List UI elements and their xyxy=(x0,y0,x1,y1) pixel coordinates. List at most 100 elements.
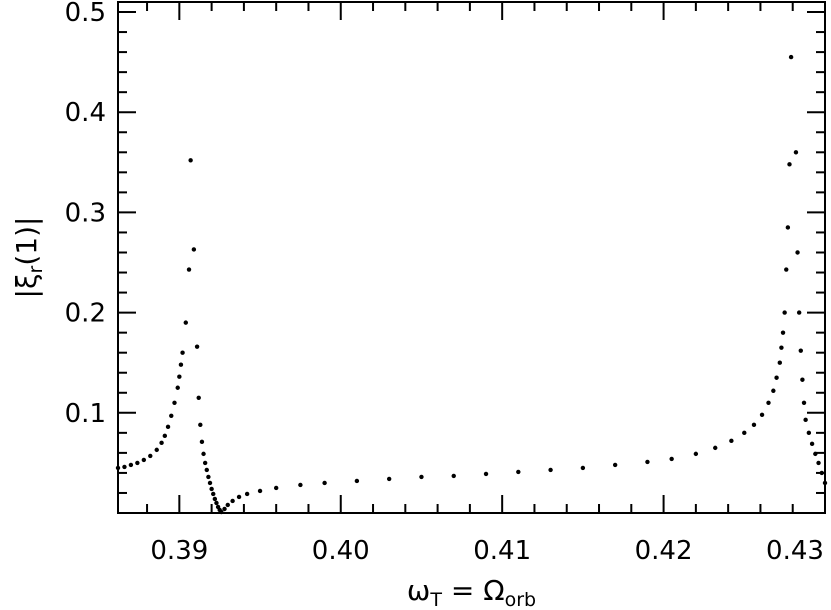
x-axis-label-omega: ω xyxy=(407,574,430,607)
data-point xyxy=(516,469,521,475)
data-point xyxy=(779,345,784,350)
data-point xyxy=(175,385,180,390)
data-point xyxy=(798,348,803,353)
data-point xyxy=(159,440,164,446)
x-tick-label: 0.42 xyxy=(635,536,693,566)
data-point xyxy=(186,267,192,272)
y-tick-label: 0.4 xyxy=(65,98,106,128)
data-point xyxy=(796,310,802,315)
data-point xyxy=(806,430,812,436)
data-point xyxy=(386,476,392,482)
data-point xyxy=(742,430,747,436)
data-point xyxy=(273,485,279,491)
data-point xyxy=(194,344,200,349)
data-point xyxy=(669,456,674,462)
data-point xyxy=(419,474,424,480)
data-point xyxy=(188,158,193,163)
data-point xyxy=(199,439,205,445)
data-point xyxy=(196,395,201,400)
x-tick-label: 0.40 xyxy=(312,536,370,566)
data-point xyxy=(222,506,227,512)
data-point xyxy=(322,480,327,486)
data-point xyxy=(180,350,185,355)
data-point xyxy=(766,400,771,405)
data-point xyxy=(198,422,203,428)
data-point xyxy=(713,445,718,451)
y-tick-label: 0.5 xyxy=(65,0,106,28)
data-point xyxy=(809,441,815,447)
data-point xyxy=(354,478,360,484)
axis-ticks xyxy=(118,2,826,513)
x-tick-label: 0.41 xyxy=(473,536,531,566)
y-tick-labels: 0.1 0.2 0.3 0.4 0.5 xyxy=(65,0,106,429)
data-point xyxy=(298,482,303,488)
data-point xyxy=(800,377,805,382)
data-point xyxy=(803,417,808,423)
data-point xyxy=(209,486,214,492)
data-point xyxy=(774,375,779,380)
data-point xyxy=(165,424,171,430)
data-point xyxy=(788,54,794,60)
data-point xyxy=(751,422,757,428)
y-axis-label-arg: (1)| xyxy=(10,217,43,266)
data-point xyxy=(204,467,209,473)
data-point xyxy=(230,498,235,504)
y-tick-label: 0.3 xyxy=(65,198,106,228)
data-point xyxy=(141,457,147,463)
data-point xyxy=(154,447,159,453)
x-axis-label-big-omega: Ω xyxy=(483,574,504,607)
data-point xyxy=(793,150,799,155)
data-point xyxy=(178,362,184,367)
data-point xyxy=(225,502,230,508)
data-point xyxy=(645,459,650,465)
data-point xyxy=(785,225,791,230)
data-point xyxy=(548,467,553,473)
data-point xyxy=(212,496,218,502)
x-tick-label: 0.39 xyxy=(150,536,208,566)
y-axis-label-xi: |ξ xyxy=(10,273,43,298)
data-point xyxy=(128,462,134,468)
y-axis-label-sub-r: r xyxy=(25,265,47,273)
data-point xyxy=(201,451,206,457)
data-point xyxy=(172,400,177,405)
data-point xyxy=(211,491,216,497)
data-point xyxy=(777,360,782,365)
data-point xyxy=(169,413,174,419)
data-point xyxy=(780,330,786,335)
data-point xyxy=(162,433,168,439)
data-point xyxy=(257,488,263,494)
data-point xyxy=(244,491,250,497)
data-point xyxy=(795,250,800,255)
data-point xyxy=(207,480,213,486)
data-point xyxy=(483,471,489,477)
data-point xyxy=(148,453,153,459)
data-point xyxy=(451,473,456,479)
x-axis-label-eq: = xyxy=(442,574,483,607)
data-point xyxy=(236,494,242,500)
x-axis-label-sub-orb: orb xyxy=(505,589,537,610)
data-point xyxy=(191,247,197,252)
data-point xyxy=(183,320,188,325)
y-tick-label: 0.2 xyxy=(65,299,106,329)
data-point xyxy=(122,464,127,470)
plot-frame xyxy=(117,1,826,514)
data-point xyxy=(771,388,776,393)
data-point xyxy=(784,267,789,272)
data-point xyxy=(787,162,792,167)
data-point xyxy=(693,451,699,457)
x-tick-label: 0.43 xyxy=(766,536,824,566)
x-tick-labels: 0.39 0.40 0.41 0.42 0.43 xyxy=(150,536,824,566)
data-point xyxy=(135,460,140,466)
data-point xyxy=(177,374,182,379)
data-point xyxy=(206,474,211,480)
data-points xyxy=(115,54,828,515)
data-point xyxy=(580,465,586,471)
data-point xyxy=(801,400,807,405)
data-point xyxy=(759,412,765,418)
data-point xyxy=(782,310,787,315)
data-point xyxy=(612,462,618,468)
y-axis-label: |ξr(1)| xyxy=(10,217,47,299)
x-axis-label: ωT = Ωorb xyxy=(407,574,536,610)
data-point xyxy=(729,438,734,444)
